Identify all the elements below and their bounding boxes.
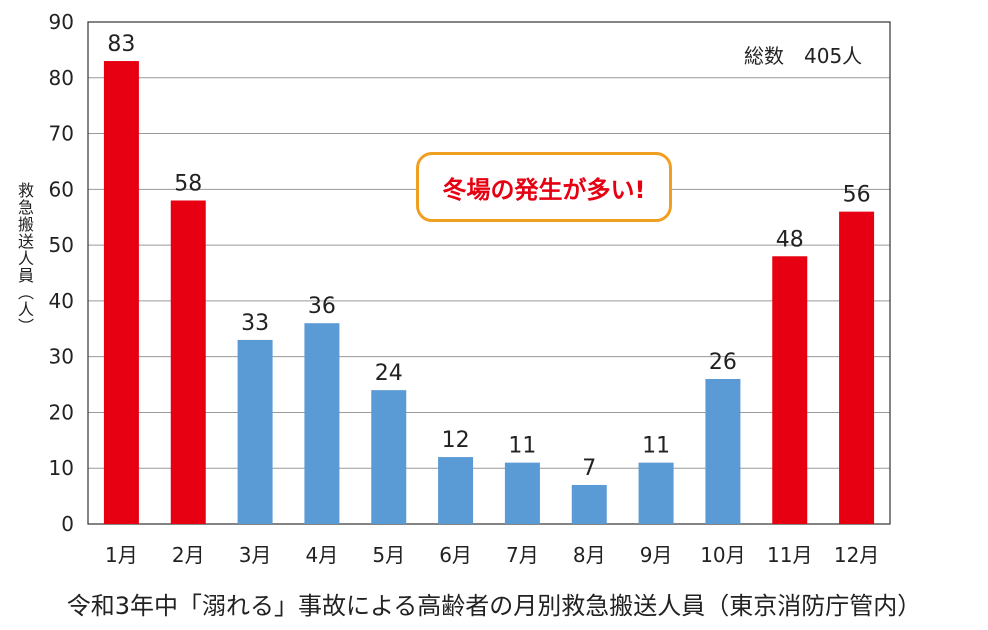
x-tick-label: 11月	[767, 543, 812, 567]
bar	[638, 462, 674, 524]
bar-value-label: 36	[308, 294, 336, 319]
bar-value-label: 33	[241, 311, 269, 336]
bar	[438, 457, 474, 524]
bar	[103, 61, 139, 525]
y-tick-label: 0	[61, 512, 74, 536]
y-tick-label: 80	[49, 66, 74, 90]
bar	[170, 200, 206, 524]
bar-value-label: 58	[174, 171, 202, 196]
gridlines	[88, 77, 890, 469]
bar-value-label: 56	[843, 183, 871, 208]
bar	[371, 390, 407, 524]
x-tick-label: 12月	[834, 543, 879, 567]
y-axis-label: 救急搬送人員（人）	[15, 182, 34, 335]
y-tick-label: 70	[49, 122, 74, 146]
x-tick-label: 7月	[506, 543, 539, 567]
x-tick-label: 8月	[573, 543, 606, 567]
callout-box: 冬場の発生が多い!	[416, 152, 672, 222]
bar	[772, 256, 808, 524]
y-tick-label: 60	[49, 177, 74, 201]
x-tick-label: 9月	[640, 543, 673, 567]
x-tick-label: 3月	[239, 543, 272, 567]
bar-value-label: 24	[375, 361, 403, 386]
bar-value-label: 11	[508, 434, 536, 459]
total-annotation: 総数 405人	[744, 44, 863, 68]
bar-value-label: 7	[582, 456, 596, 481]
bar-value-label: 83	[107, 32, 135, 57]
y-tick-label: 90	[49, 10, 74, 34]
x-tick-label: 5月	[372, 543, 405, 567]
bar-value-label: 11	[642, 434, 670, 459]
bar-chart: 0 10 20 30 40 50 60 70 80 90 83 58 33 36 24 12 11 7 11 26 4…	[49, 10, 891, 567]
y-tick-label: 20	[49, 400, 74, 424]
plot-frame	[87, 21, 891, 525]
x-tick-label: 4月	[306, 543, 339, 567]
bars	[103, 61, 875, 525]
callout-text: 冬場の発生が多い!	[442, 175, 646, 204]
chart-caption: 令和3年中「溺れる」事故による高齢者の月別救急搬送人員（東京消防庁管内）	[66, 592, 922, 620]
bar	[571, 484, 607, 524]
x-tick-label: 1月	[105, 543, 138, 567]
bar	[304, 323, 340, 524]
x-tick-label: 6月	[439, 543, 472, 567]
y-axis-ticks: 0 10 20 30 40 50 60 70 80 90	[49, 10, 74, 536]
y-tick-label: 40	[49, 289, 74, 313]
y-tick-label: 50	[49, 233, 74, 257]
bar-value-label: 26	[709, 350, 737, 375]
value-labels: 83 58 33 36 24 12 11 7 11 26 48 56	[107, 32, 870, 481]
y-tick-label: 10	[49, 456, 74, 480]
x-tick-label: 10月	[700, 543, 745, 567]
bar	[504, 462, 540, 524]
bar	[705, 378, 741, 524]
bar	[237, 339, 273, 524]
x-tick-label: 2月	[172, 543, 205, 567]
x-axis-ticks: 1月 2月 3月 4月 5月 6月 7月 8月 9月 10月 11月 12月	[105, 543, 879, 567]
bar-value-label: 48	[776, 227, 804, 252]
y-tick-label: 30	[49, 345, 74, 369]
bar-value-label: 12	[442, 428, 470, 453]
bar	[839, 211, 875, 524]
